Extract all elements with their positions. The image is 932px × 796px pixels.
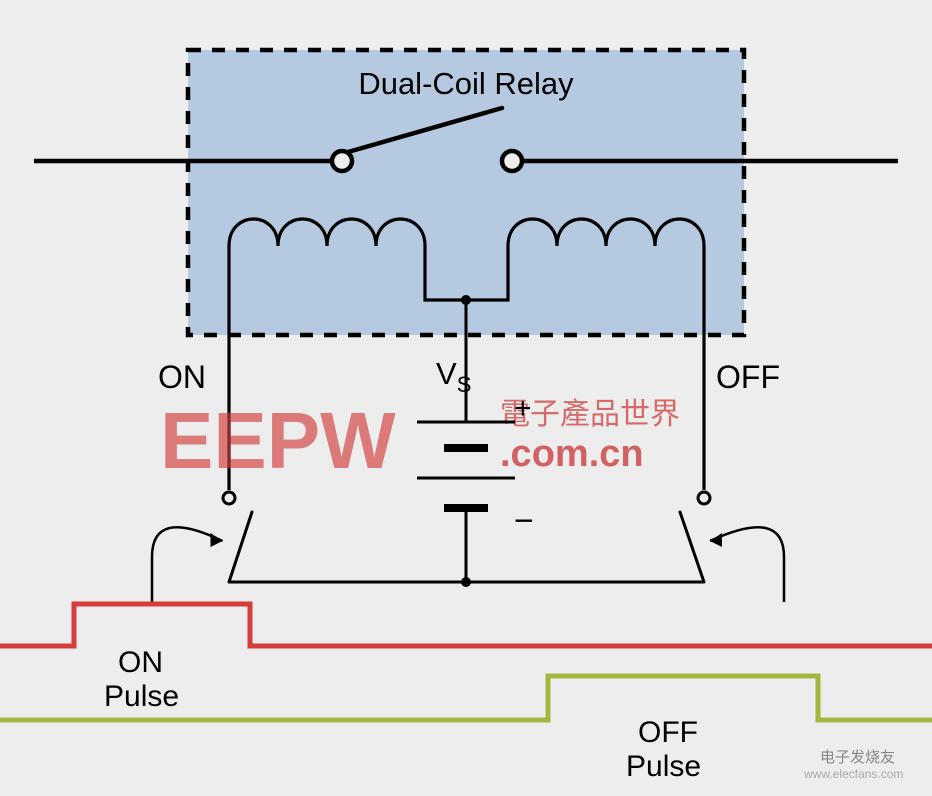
label-on-pulse-2: Pulse — [104, 680, 179, 713]
junction-bottom — [461, 577, 471, 587]
battery-minus: − — [514, 502, 534, 540]
watermark-url: .com.cn — [500, 433, 644, 475]
watermark-elecfans: 电子发烧友 — [820, 749, 895, 766]
switch-right-terminal — [698, 492, 710, 504]
dual-coil-relay-diagram: Dual-Coil Relay EEPW 電子產品世界 .com.cn + − … — [0, 0, 932, 796]
label-on: ON — [158, 359, 206, 395]
contact-terminal-right — [502, 151, 522, 171]
watermark-eepw: EEPW — [160, 396, 396, 485]
label-off-pulse-1: OFF — [638, 716, 698, 749]
watermark-elecfans-url: www.elecfans.com — [803, 767, 903, 781]
switch-left-terminal — [223, 492, 235, 504]
label-off: OFF — [716, 359, 780, 395]
relay-title: Dual-Coil Relay — [358, 66, 574, 101]
label-off-pulse-2: Pulse — [626, 750, 701, 783]
label-on-pulse-1: ON — [118, 646, 163, 679]
battery-plus: + — [514, 392, 532, 425]
